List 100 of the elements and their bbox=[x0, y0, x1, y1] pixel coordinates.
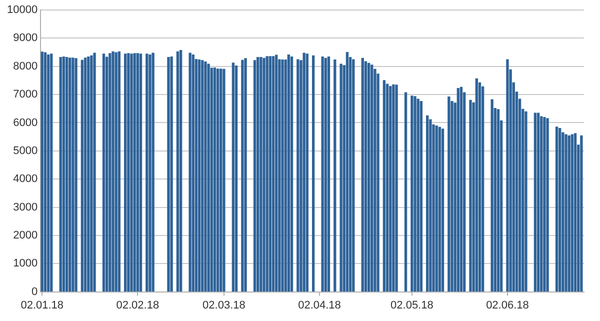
bar bbox=[564, 134, 568, 292]
bar bbox=[133, 53, 136, 292]
bar bbox=[367, 62, 370, 292]
bar bbox=[404, 92, 408, 292]
bar bbox=[244, 58, 247, 292]
bar bbox=[50, 54, 53, 292]
bar bbox=[361, 58, 364, 292]
bar bbox=[84, 58, 87, 292]
x-tick-label: 02.05.18 bbox=[390, 299, 434, 312]
bar bbox=[241, 60, 244, 292]
bar bbox=[194, 58, 198, 292]
y-tick-label: 9000 bbox=[13, 32, 38, 44]
y-tick-label: 3000 bbox=[13, 201, 38, 214]
bar bbox=[324, 58, 327, 292]
bar bbox=[262, 58, 266, 292]
bar bbox=[46, 54, 50, 292]
bar bbox=[44, 52, 47, 292]
bar bbox=[414, 96, 416, 292]
bar bbox=[266, 56, 268, 292]
bar bbox=[118, 51, 121, 292]
bar bbox=[114, 52, 118, 292]
bar bbox=[146, 54, 148, 292]
y-tick-label: 1000 bbox=[13, 258, 38, 270]
bar bbox=[456, 88, 460, 292]
bar bbox=[234, 65, 238, 292]
bar bbox=[176, 51, 180, 292]
y-tick-label: 5000 bbox=[13, 144, 38, 157]
y-tick-label: 10000 bbox=[6, 4, 38, 16]
bar bbox=[65, 57, 68, 292]
bar bbox=[420, 100, 423, 292]
bar bbox=[536, 112, 540, 292]
bar bbox=[296, 59, 300, 292]
x-tick-label: 02.02.18 bbox=[116, 299, 160, 312]
bar bbox=[416, 98, 420, 292]
bar bbox=[312, 55, 315, 292]
bar bbox=[201, 60, 204, 292]
bar bbox=[546, 118, 549, 292]
bar bbox=[106, 56, 108, 292]
bar bbox=[198, 60, 201, 292]
bar bbox=[346, 52, 349, 292]
bar bbox=[188, 52, 192, 292]
y-tick-label: 7000 bbox=[13, 88, 38, 101]
bar bbox=[275, 54, 278, 292]
bar bbox=[179, 50, 182, 292]
x-tick-label: 02.04.18 bbox=[298, 299, 341, 312]
bar bbox=[93, 52, 96, 292]
bar bbox=[438, 126, 442, 292]
bar bbox=[364, 61, 368, 292]
bar bbox=[340, 64, 342, 292]
bar bbox=[524, 111, 528, 292]
bar bbox=[570, 134, 574, 292]
bar bbox=[562, 132, 564, 292]
bar bbox=[481, 86, 484, 292]
y-tick-label: 4000 bbox=[13, 173, 38, 186]
bar bbox=[426, 115, 429, 292]
bar bbox=[395, 84, 398, 292]
bar bbox=[540, 116, 543, 292]
bar bbox=[469, 100, 472, 292]
bar bbox=[460, 86, 463, 292]
bar bbox=[152, 52, 154, 292]
bar bbox=[327, 56, 330, 292]
bar bbox=[382, 80, 386, 292]
bar bbox=[334, 60, 336, 292]
bar bbox=[204, 62, 207, 292]
bar bbox=[87, 56, 90, 292]
bar bbox=[112, 51, 114, 292]
y-tick-label: 8000 bbox=[13, 60, 38, 72]
bar bbox=[435, 125, 438, 292]
bar bbox=[40, 52, 44, 292]
bar bbox=[210, 68, 213, 292]
bar bbox=[490, 99, 494, 292]
bar bbox=[253, 60, 256, 292]
bar bbox=[170, 56, 173, 292]
bar bbox=[306, 54, 308, 292]
bar bbox=[321, 56, 324, 292]
bar bbox=[216, 68, 220, 292]
bar bbox=[543, 117, 546, 292]
bar bbox=[478, 82, 482, 292]
bar bbox=[256, 57, 260, 292]
bar bbox=[386, 84, 389, 292]
bar bbox=[72, 58, 74, 292]
y-tick-label: 6000 bbox=[13, 116, 38, 129]
bar bbox=[441, 128, 444, 292]
bar bbox=[580, 135, 583, 292]
bar bbox=[139, 54, 142, 292]
bar bbox=[136, 53, 139, 292]
bar bbox=[272, 56, 275, 292]
bar bbox=[374, 68, 376, 292]
bar bbox=[302, 52, 306, 292]
bar bbox=[207, 64, 210, 292]
x-tick-label: 02.03.18 bbox=[202, 299, 246, 312]
bar bbox=[558, 128, 562, 292]
bar bbox=[496, 109, 500, 292]
bar bbox=[74, 58, 78, 292]
bar bbox=[90, 55, 93, 292]
bar bbox=[68, 58, 72, 292]
bar bbox=[127, 53, 130, 292]
bar bbox=[450, 100, 454, 292]
bar bbox=[429, 119, 432, 292]
bar bbox=[370, 64, 374, 292]
